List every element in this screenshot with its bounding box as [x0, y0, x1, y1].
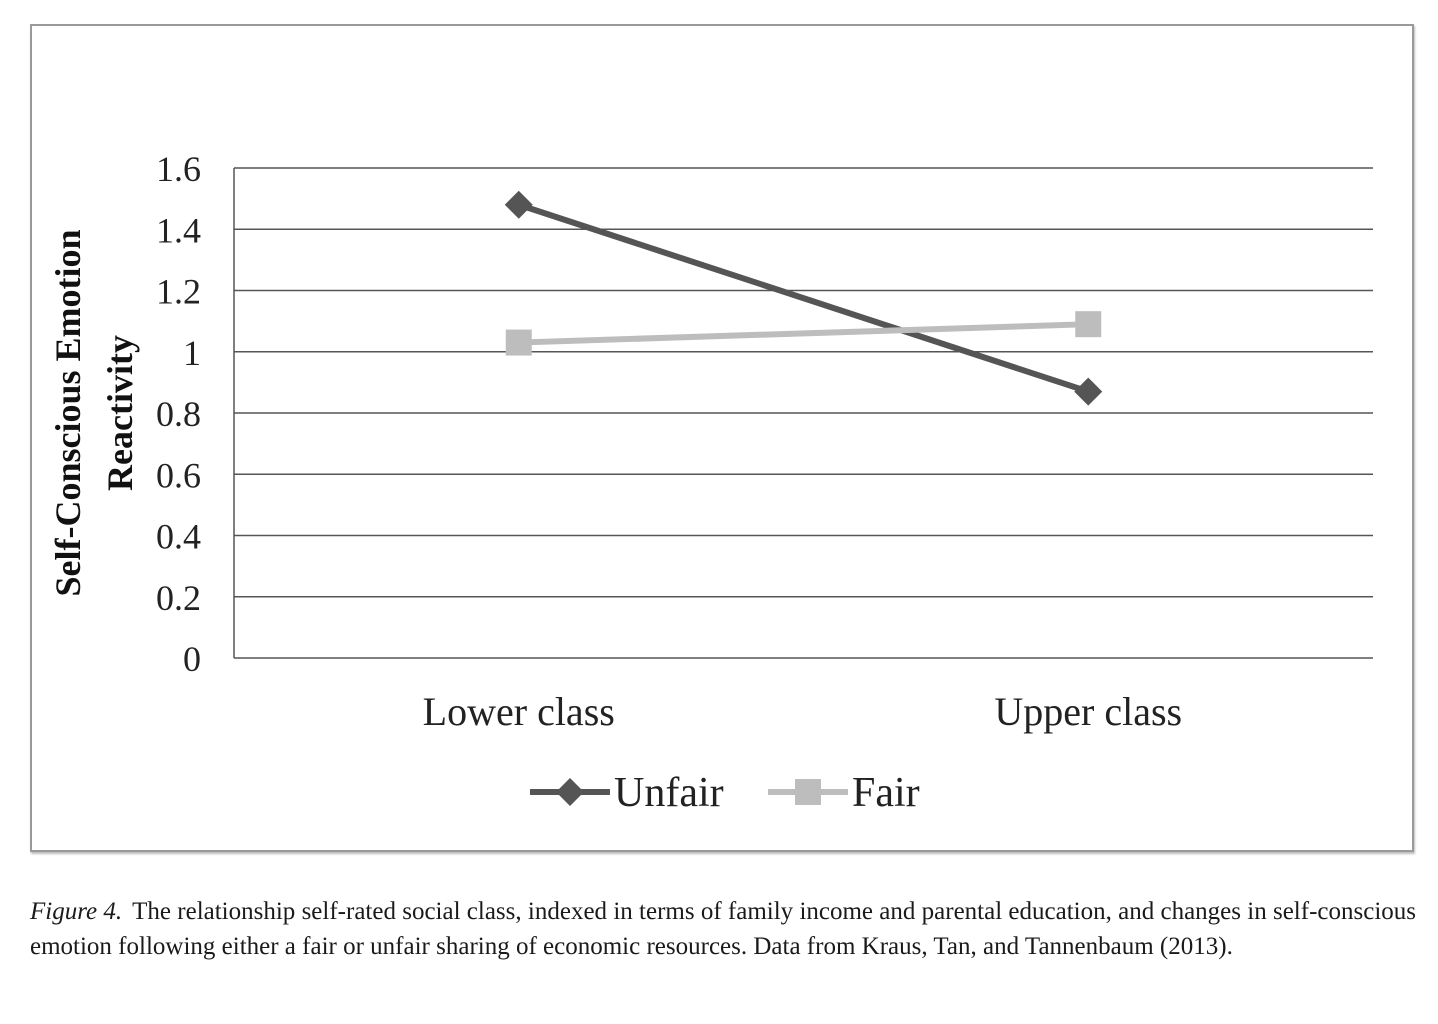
y-tick-label: 0.6	[156, 455, 201, 495]
y-tick-label: 1	[183, 333, 201, 373]
chart-frame	[30, 24, 1414, 852]
x-tick-label: Upper class	[994, 689, 1182, 734]
legend-item-fair: Fair	[768, 770, 920, 816]
legend-marker	[556, 778, 584, 806]
y-axis-label-line-2: Reactivity	[100, 335, 140, 491]
y-tick-label: 0.8	[156, 394, 201, 434]
line-chart: 0 0.2 0.4 0.6 0.8 1 1.2 1.4 1.6 Lower class Upper…	[48, 149, 1373, 816]
series-line-unfair	[517, 201, 1090, 395]
x-tick-label: Lower class	[423, 689, 615, 734]
legend-label: Fair	[852, 770, 920, 816]
legend-item-unfair: Unfair	[530, 770, 724, 816]
caption-text: The relationship self-rated social class…	[30, 898, 1416, 960]
y-tick-label: 0.4	[156, 517, 201, 557]
y-tick-label: 1.4	[156, 210, 201, 250]
x-tick-labels: Lower class Upper class	[423, 689, 1182, 734]
grid-layer	[233, 167, 1373, 659]
series-unfair	[504, 190, 1103, 406]
caption-label: Figure 4.	[30, 898, 123, 925]
legend-label: Unfair	[614, 770, 724, 816]
data-point-fair	[505, 329, 532, 356]
y-axis-label-line-1: Self-Conscious Emotion	[48, 229, 88, 596]
y-tick-label: 0	[183, 639, 201, 679]
series-fair	[505, 311, 1102, 356]
y-tick-label: 0.2	[156, 578, 201, 618]
legend-marker	[795, 779, 821, 805]
data-point-unfair	[504, 190, 533, 219]
y-tick-label: 1.6	[156, 149, 201, 189]
figure-caption: Figure 4. The relationship self-rated soc…	[30, 894, 1416, 964]
series-layer	[504, 190, 1103, 406]
legend: Unfair Fair	[530, 770, 920, 816]
data-point-fair	[1075, 311, 1102, 338]
y-tick-label: 1.2	[156, 272, 201, 312]
data-point-unfair	[1074, 377, 1103, 406]
series-line-fair	[518, 321, 1089, 346]
y-tick-labels: 0 0.2 0.4 0.6 0.8 1 1.2 1.4 1.6	[156, 149, 201, 679]
